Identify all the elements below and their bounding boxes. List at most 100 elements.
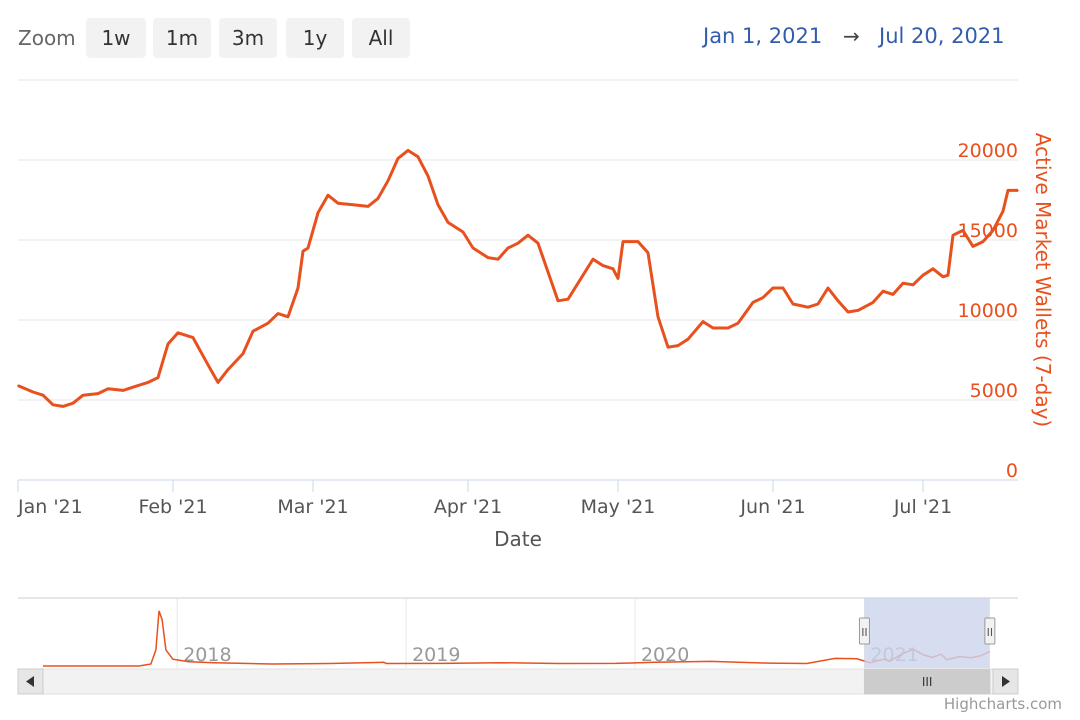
data-point [772, 287, 774, 289]
data-point [407, 149, 409, 152]
data-point [207, 364, 209, 366]
y-tick-label: 5000 [970, 380, 1018, 402]
data-point [287, 316, 289, 318]
range-from-input[interactable]: Jan 1, 2021 [703, 24, 823, 48]
data-point [462, 231, 464, 233]
data-point [527, 234, 529, 236]
data-point [762, 296, 764, 299]
navigator-grid: 2018201920202021 [176, 598, 919, 668]
y-gridlines [18, 159, 1018, 481]
data-point [547, 271, 549, 273]
data-point [557, 300, 559, 302]
data-point [657, 316, 659, 318]
zoom-all-button[interactable]: All [352, 18, 410, 58]
y-tick-label: 15000 [958, 220, 1018, 242]
data-point [942, 276, 944, 278]
data-point [677, 344, 679, 347]
data-point [122, 389, 124, 392]
data-point [857, 309, 859, 312]
data-point [42, 394, 44, 397]
data-point [327, 194, 329, 196]
data-point [737, 322, 739, 325]
navigator-left-handle[interactable]: II [858, 617, 870, 645]
data-point [602, 264, 604, 267]
navigator[interactable]: 2018201920202021 II II [18, 597, 1018, 668]
data-point [497, 258, 499, 261]
scrollbar[interactable]: III [17, 668, 1019, 695]
y-tick-label: 10000 [958, 300, 1018, 322]
x-tick-label: May '21 [581, 496, 656, 518]
data-point [147, 381, 149, 384]
zoom-label: Zoom [18, 26, 76, 50]
x-axis-title: Date [494, 527, 542, 551]
data-point [567, 298, 569, 301]
data-point [252, 330, 254, 333]
data-point [712, 327, 714, 329]
x-tick-label: Jan '21 [17, 496, 83, 518]
data-point [667, 346, 669, 349]
data-point [792, 303, 794, 305]
data-point [827, 287, 829, 289]
x-tick-label: Feb '21 [138, 496, 207, 518]
scrollbar-grip: III [922, 675, 933, 689]
scroll-left-arrow-icon [26, 676, 34, 687]
data-point [947, 274, 949, 277]
data-point [872, 301, 874, 304]
data-point [882, 290, 884, 293]
data-point [837, 300, 839, 302]
data-point [217, 381, 219, 384]
y-axis-title: Active Market Wallets (7-day) [1031, 133, 1055, 427]
data-point [782, 287, 784, 289]
data-point [537, 242, 539, 244]
data-point [637, 240, 639, 243]
navigator-handle-grip: II [861, 626, 868, 639]
data-point [297, 287, 299, 289]
data-point [612, 268, 614, 270]
scrollbar-thumb[interactable] [863, 668, 991, 695]
navigator-year-label: 2020 [641, 644, 689, 666]
data-point [622, 240, 624, 243]
zoom-1w-button[interactable]: 1w [86, 18, 146, 58]
zoom-1y-button[interactable]: 1y [286, 18, 344, 58]
data-point [427, 175, 429, 177]
data-point [517, 242, 519, 244]
data-point [192, 336, 194, 339]
data-point [137, 384, 139, 387]
data-point [847, 311, 849, 313]
navigator-selection-mask[interactable] [864, 598, 990, 668]
data-point [177, 332, 179, 334]
range-arrow: → [843, 24, 860, 48]
data-points [17, 149, 1019, 408]
navigator-handle-body[interactable] [858, 617, 870, 645]
data-point [982, 240, 984, 243]
zoom-3m-button[interactable]: 3m [219, 18, 277, 58]
range-to-input[interactable]: Jul 20, 2021 [879, 24, 1005, 48]
data-point [337, 202, 339, 204]
data-point [157, 376, 159, 379]
data-point [242, 352, 244, 355]
navigator-handle-body[interactable] [984, 617, 996, 645]
data-point [107, 388, 109, 390]
data-point [902, 282, 904, 285]
data-point [472, 247, 474, 249]
data-point [972, 245, 974, 248]
data-point [817, 303, 819, 305]
data-point [97, 392, 99, 395]
data-point [72, 402, 74, 405]
x-tick-label: Jun '21 [739, 496, 805, 518]
zoom-1m-button[interactable]: 1m [153, 18, 211, 58]
data-point [1007, 189, 1009, 192]
data-point [17, 384, 19, 387]
data-point [277, 312, 279, 315]
data-point [352, 204, 354, 206]
navigator-right-handle[interactable]: II [984, 617, 996, 645]
data-point [307, 247, 309, 249]
data-point [267, 322, 269, 325]
data-point [82, 394, 84, 397]
credits-link[interactable]: Highcharts.com [943, 695, 1062, 713]
navigator-year-label: 2018 [183, 644, 231, 666]
data-point [227, 368, 229, 371]
data-point [922, 274, 924, 277]
x-tick-label: Mar '21 [277, 496, 348, 518]
navigator-handle-grip: II [987, 626, 994, 639]
